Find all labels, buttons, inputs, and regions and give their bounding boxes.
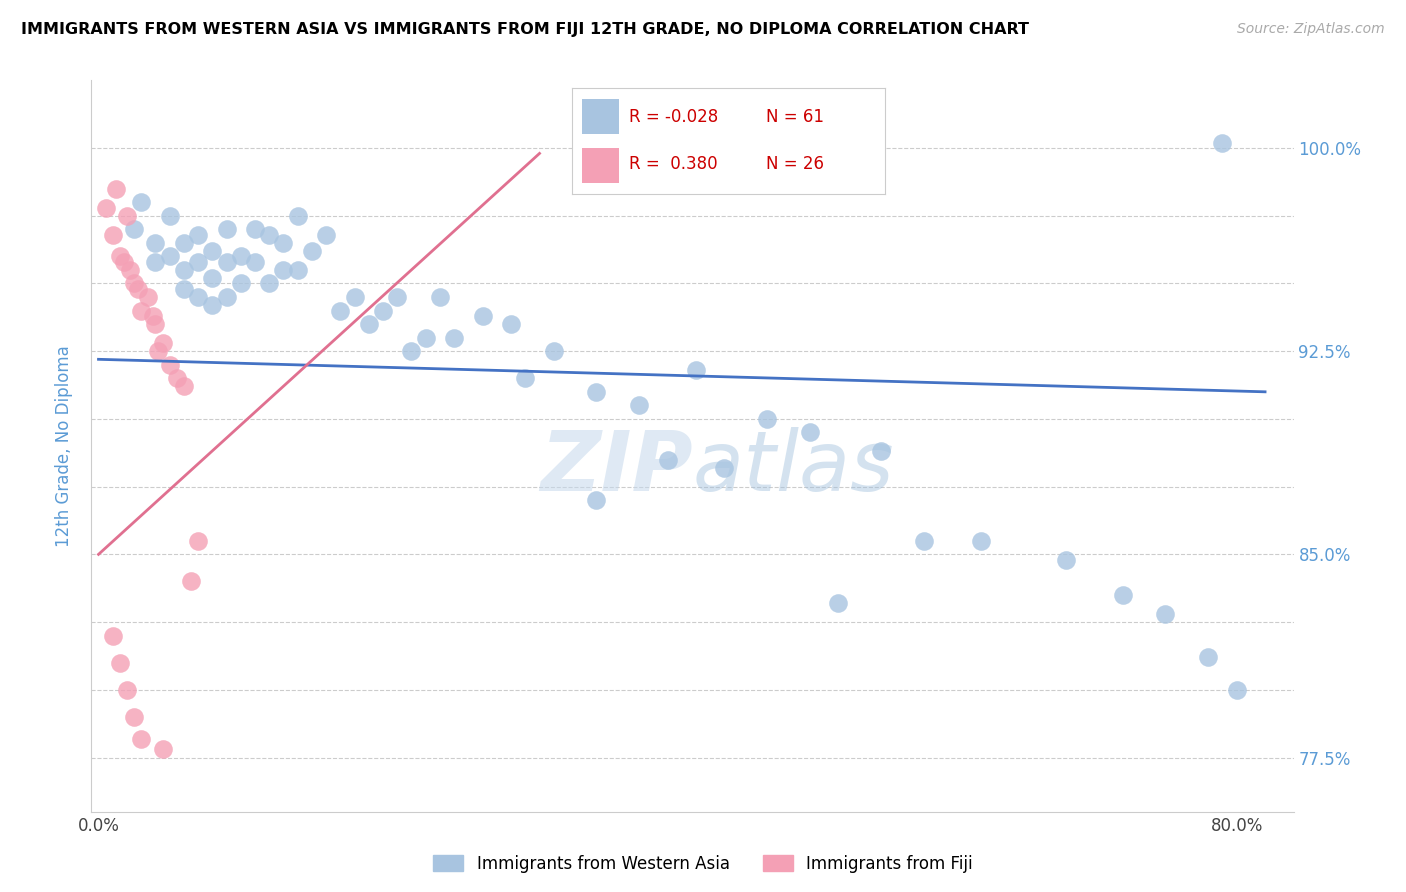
Point — [515, 371, 537, 385]
Point — [94, 201, 117, 215]
Point — [585, 493, 607, 508]
Point — [429, 290, 451, 304]
Point — [257, 227, 280, 242]
Point — [315, 227, 337, 242]
Point — [301, 244, 323, 258]
Point — [108, 656, 131, 670]
Point — [215, 222, 238, 236]
Point — [101, 227, 124, 242]
Point — [243, 222, 266, 236]
Point — [180, 574, 202, 589]
Legend: Immigrants from Western Asia, Immigrants from Fiji: Immigrants from Western Asia, Immigrants… — [426, 848, 980, 880]
Point — [173, 235, 195, 250]
Point — [471, 309, 494, 323]
Point — [112, 254, 135, 268]
Point — [499, 317, 522, 331]
Point — [159, 209, 181, 223]
Point — [159, 358, 181, 372]
Point — [201, 298, 224, 312]
Point — [145, 254, 167, 268]
Point — [628, 398, 651, 412]
Point — [1154, 607, 1177, 621]
Point — [343, 290, 366, 304]
Point — [104, 181, 127, 195]
Point — [1112, 588, 1135, 602]
Point — [387, 290, 409, 304]
Point — [187, 254, 209, 268]
Point — [201, 244, 224, 258]
Point — [129, 303, 152, 318]
Point — [243, 254, 266, 268]
Point — [329, 303, 352, 318]
Point — [187, 533, 209, 548]
Point — [870, 444, 893, 458]
Point — [912, 533, 935, 548]
Point — [115, 209, 138, 223]
Point — [287, 209, 309, 223]
Point — [1211, 136, 1233, 150]
Point — [1054, 553, 1077, 567]
Point — [657, 452, 679, 467]
Point — [173, 379, 195, 393]
Point — [108, 249, 131, 263]
Text: ZIP: ZIP — [540, 427, 692, 508]
Point — [273, 235, 295, 250]
Point — [371, 303, 394, 318]
Point — [148, 344, 170, 359]
Point — [187, 290, 209, 304]
Point — [215, 254, 238, 268]
Point — [122, 710, 145, 724]
Point — [122, 277, 145, 291]
Point — [145, 317, 167, 331]
Point — [101, 629, 124, 643]
Point — [1226, 682, 1249, 697]
Point — [415, 331, 437, 345]
Point — [159, 249, 181, 263]
Point — [201, 271, 224, 285]
Point — [173, 263, 195, 277]
Point — [969, 533, 991, 548]
Point — [145, 235, 167, 250]
Point — [118, 263, 141, 277]
Point — [166, 371, 188, 385]
Point — [122, 222, 145, 236]
Point — [129, 195, 152, 210]
Point — [443, 331, 465, 345]
Point — [685, 363, 707, 377]
Point — [173, 282, 195, 296]
Point — [713, 460, 735, 475]
Point — [229, 277, 252, 291]
Point — [1197, 650, 1219, 665]
Point — [152, 336, 174, 351]
Point — [215, 290, 238, 304]
Point — [129, 731, 152, 746]
Y-axis label: 12th Grade, No Diploma: 12th Grade, No Diploma — [55, 345, 73, 547]
Point — [357, 317, 380, 331]
Text: IMMIGRANTS FROM WESTERN ASIA VS IMMIGRANTS FROM FIJI 12TH GRADE, NO DIPLOMA CORR: IMMIGRANTS FROM WESTERN ASIA VS IMMIGRAN… — [21, 22, 1029, 37]
Point — [827, 596, 849, 610]
Point — [152, 742, 174, 756]
Text: Source: ZipAtlas.com: Source: ZipAtlas.com — [1237, 22, 1385, 37]
Point — [127, 282, 149, 296]
Point — [187, 227, 209, 242]
Point — [257, 277, 280, 291]
Point — [229, 249, 252, 263]
Text: atlas: atlas — [692, 427, 894, 508]
Point — [543, 344, 565, 359]
Point — [799, 425, 821, 440]
Point — [401, 344, 423, 359]
Point — [273, 263, 295, 277]
Point — [585, 384, 607, 399]
Point — [287, 263, 309, 277]
Point — [142, 309, 165, 323]
Point — [136, 290, 159, 304]
Point — [115, 682, 138, 697]
Point — [756, 412, 779, 426]
